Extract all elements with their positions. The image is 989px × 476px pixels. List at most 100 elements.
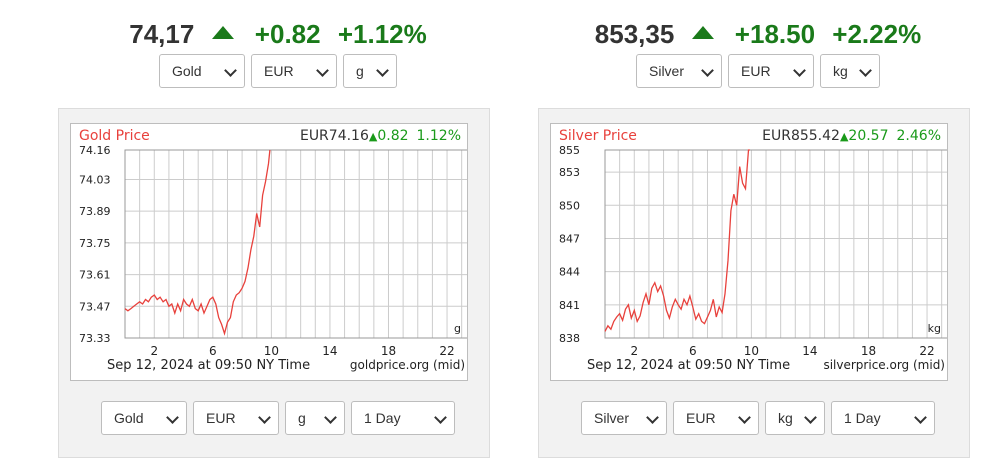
gold-bottom-selectors: Gold EUR g 1 Day bbox=[58, 401, 498, 435]
x-tick-label: 6 bbox=[209, 344, 217, 358]
chevron-down-icon bbox=[316, 64, 329, 77]
x-tick-label: 22 bbox=[439, 344, 454, 358]
up-arrow-icon bbox=[211, 25, 234, 39]
silver-chart-svg: Silver Price EUR855.42▲20.57 2.46% 838 841 84… bbox=[559, 128, 947, 373]
select-value: EUR bbox=[264, 63, 294, 79]
gold-top-currency-select[interactable]: EUR bbox=[251, 54, 337, 88]
x-tick-label: 18 bbox=[381, 344, 396, 358]
y-tick-label: 838 bbox=[559, 332, 580, 345]
x-tick-label: 22 bbox=[919, 344, 934, 358]
gold-chart: Gold Price EUR74.16▲0.82 1.12% 73.33 73.47 73… bbox=[70, 123, 468, 381]
silver-top-metal-select[interactable]: Silver bbox=[636, 54, 722, 88]
gold-quote-header: 74,17 +0.82 +1.12% bbox=[58, 14, 498, 54]
gold-bottom-currency-select[interactable]: EUR bbox=[193, 401, 279, 435]
chevron-down-icon bbox=[224, 64, 237, 77]
x-tick-label: 2 bbox=[630, 344, 638, 358]
chart-quote-percent: 2.46% bbox=[897, 128, 941, 144]
gold-spot-price: 74,17 bbox=[129, 19, 195, 49]
chevron-down-icon bbox=[914, 411, 927, 424]
y-tick-label: 844 bbox=[559, 266, 580, 279]
y-tick-label: 853 bbox=[559, 166, 580, 179]
gold-top-selectors: Gold EUR g bbox=[58, 54, 498, 88]
x-tick-label: 2 bbox=[150, 344, 158, 358]
unit-label: g bbox=[454, 322, 461, 335]
select-value: 1 Day bbox=[844, 410, 881, 426]
chart-caption: Sep 12, 2024 at 09:50 NY Time bbox=[587, 358, 790, 373]
select-value: EUR bbox=[686, 410, 716, 426]
silver-bottom-selectors: Silver EUR kg 1 Day bbox=[538, 401, 978, 435]
x-tick-label: 14 bbox=[802, 344, 817, 358]
plot-border bbox=[604, 149, 947, 339]
gold-bottom-unit-select[interactable]: g bbox=[285, 401, 345, 435]
select-value: EUR bbox=[206, 410, 236, 426]
silver-chart-card: Silver Price EUR855.42▲20.57 2.46% 838 841 84… bbox=[538, 108, 970, 458]
x-tick-label: 14 bbox=[322, 344, 337, 358]
gold-bottom-metal-select[interactable]: Gold bbox=[101, 401, 187, 435]
up-arrow-icon: ▲ bbox=[369, 130, 378, 143]
select-value: Gold bbox=[114, 410, 144, 426]
y-tick-label: 74.16 bbox=[79, 144, 111, 157]
chevron-down-icon bbox=[166, 411, 179, 424]
silver-bottom-period-select[interactable]: 1 Day bbox=[831, 401, 935, 435]
chart-caption: Sep 12, 2024 at 09:50 NY Time bbox=[107, 358, 310, 373]
y-tick-label: 73.61 bbox=[79, 269, 111, 282]
chart-source: silverprice.org (mid) bbox=[823, 358, 945, 372]
chart-quote: EUR74.16▲0.82 1.12% bbox=[300, 128, 461, 144]
y-tick-label: 73.75 bbox=[79, 237, 111, 250]
silver-chart: Silver Price EUR855.42▲20.57 2.46% 838 841 84… bbox=[550, 123, 948, 381]
silver-top-currency-select[interactable]: EUR bbox=[728, 54, 814, 88]
y-tick-label: 74.03 bbox=[79, 173, 111, 186]
chevron-down-icon bbox=[738, 411, 751, 424]
chart-quote-change: 0.82 bbox=[377, 128, 408, 144]
chart-quote-price: EUR855.42 bbox=[762, 128, 840, 144]
gold-top-metal-select[interactable]: Gold bbox=[159, 54, 245, 88]
select-value: EUR bbox=[741, 63, 771, 79]
chart-quote-percent: 1.12% bbox=[417, 128, 461, 144]
chevron-down-icon bbox=[793, 64, 806, 77]
chevron-down-icon bbox=[701, 64, 714, 77]
chart-source: goldprice.org (mid) bbox=[350, 358, 465, 372]
x-tick-label: 6 bbox=[689, 344, 697, 358]
x-tick-label: 18 bbox=[861, 344, 876, 358]
select-value: g bbox=[298, 410, 306, 426]
select-value: Silver bbox=[594, 410, 630, 426]
y-tick-label: 841 bbox=[559, 299, 580, 312]
gold-change-percent: +1.12% bbox=[337, 19, 427, 49]
silver-top-unit-select[interactable]: kg bbox=[820, 54, 880, 88]
chevron-down-icon bbox=[646, 411, 659, 424]
up-arrow-icon: ▲ bbox=[840, 130, 849, 143]
select-value: kg bbox=[778, 410, 793, 426]
y-tick-label: 73.47 bbox=[79, 300, 111, 313]
chart-quote-change: 20.57 bbox=[848, 128, 888, 144]
chevron-down-icon bbox=[258, 411, 271, 424]
y-tick-label: 847 bbox=[559, 232, 580, 245]
silver-bottom-currency-select[interactable]: EUR bbox=[673, 401, 759, 435]
chevron-down-icon bbox=[804, 411, 817, 424]
y-tick-label: 73.89 bbox=[79, 205, 111, 218]
chevron-down-icon bbox=[859, 64, 872, 77]
select-value: g bbox=[356, 63, 364, 79]
silver-quote-header: 853,35 +18.50 +2.22% bbox=[538, 14, 978, 54]
chart-quote: EUR855.42▲20.57 2.46% bbox=[762, 128, 941, 144]
up-arrow-icon bbox=[691, 25, 714, 39]
select-value: Silver bbox=[649, 63, 685, 79]
gold-change: +0.82 bbox=[254, 19, 321, 49]
gold-bottom-period-select[interactable]: 1 Day bbox=[351, 401, 455, 435]
silver-change-percent: +2.22% bbox=[832, 19, 922, 49]
select-value: 1 Day bbox=[364, 410, 401, 426]
plot-border bbox=[124, 149, 467, 339]
chart-quote-price: EUR74.16 bbox=[300, 128, 369, 144]
gold-chart-svg: Gold Price EUR74.16▲0.82 1.12% 73.33 73.47 73… bbox=[79, 128, 467, 373]
chevron-down-icon bbox=[324, 411, 337, 424]
gold-chart-card: Gold Price EUR74.16▲0.82 1.12% 73.33 73.47 73… bbox=[58, 108, 490, 458]
silver-bottom-unit-select[interactable]: kg bbox=[765, 401, 825, 435]
silver-bottom-metal-select[interactable]: Silver bbox=[581, 401, 667, 435]
chart-grid bbox=[605, 149, 947, 339]
select-value: kg bbox=[833, 63, 848, 79]
chart-title: Silver Price bbox=[559, 128, 637, 144]
gold-top-unit-select[interactable]: g bbox=[343, 54, 397, 88]
chart-title: Gold Price bbox=[79, 128, 150, 144]
x-tick-label: 10 bbox=[264, 344, 279, 358]
silver-spot-price: 853,35 bbox=[594, 19, 675, 49]
silver-change: +18.50 bbox=[734, 19, 816, 49]
